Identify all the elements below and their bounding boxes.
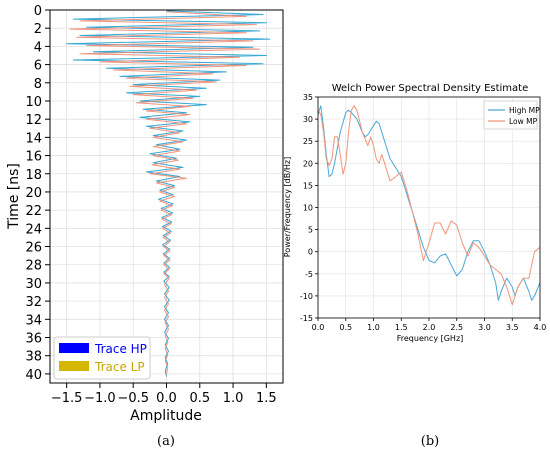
y-tick-label: 0	[34, 4, 42, 19]
y-tick-label: 32	[25, 295, 42, 310]
panel-a-y-axis-label: Time [ns]	[6, 163, 22, 230]
panel-b: Welch Power Spectral Density Estimate 0.…	[283, 83, 546, 449]
panel-a-x-ticks: −1.5 −1.0 −0.5 0.0 0.5 1.0 1.5	[51, 383, 277, 406]
y-tick-label: 34	[25, 313, 42, 328]
y-tick-label: 4	[34, 40, 42, 55]
y-tick-label: 8	[34, 77, 42, 92]
x-tick-label: 3.5	[506, 323, 519, 332]
panel-b-x-ticks: 0.0 0.5 1.0 1.5 2.0 2.5 3.0 3.5 4.0	[312, 318, 547, 332]
x-tick-label: 0.5	[189, 391, 210, 406]
x-tick-label: 3.0	[478, 323, 491, 332]
y-tick-label: 2	[34, 22, 42, 37]
x-tick-label: 1.5	[256, 391, 277, 406]
x-tick-label: −1.5	[51, 391, 83, 406]
x-tick-label: 1.0	[223, 391, 244, 406]
y-tick-label: 5	[308, 226, 313, 235]
legend-frame	[483, 100, 538, 130]
legend-label-high-mp: High MP	[509, 106, 540, 115]
panel-b-y-axis-label: Power/Frequency [dB/Hz]	[283, 157, 292, 257]
x-tick-label: 0.5	[339, 323, 352, 332]
x-tick-label: 4.0	[534, 323, 547, 332]
legend-label-trace-lp: Trace LP	[94, 360, 145, 374]
y-tick-label: 20	[25, 186, 42, 201]
y-tick-label: -15	[300, 314, 313, 323]
y-tick-label: 20	[303, 159, 313, 168]
legend-label-trace-hp: Trace HP	[94, 342, 147, 356]
y-tick-label: 38	[25, 350, 42, 365]
y-tick-label: 0	[308, 248, 313, 257]
y-tick-label: 22	[25, 204, 42, 219]
y-tick-label: 6	[34, 59, 42, 74]
y-tick-label: 16	[25, 150, 42, 165]
y-tick-label: 25	[303, 137, 313, 146]
legend-swatch-trace-lp	[59, 361, 89, 371]
x-tick-label: 1.0	[367, 323, 380, 332]
series-line-low-mp	[317, 105, 541, 306]
x-tick-label: −0.5	[117, 391, 149, 406]
panel-b-series	[317, 105, 541, 306]
y-tick-label: 28	[25, 259, 42, 274]
y-tick-label: 35	[303, 93, 313, 102]
y-tick-label: 14	[25, 131, 42, 146]
series-line-trace-hp	[66, 10, 271, 377]
panel-b-legend: High MP Low MP	[483, 100, 540, 130]
y-tick-label: 10	[25, 95, 42, 110]
legend-swatch-trace-hp	[59, 343, 89, 353]
y-tick-label: 10	[303, 204, 313, 213]
series-line-trace-lp	[69, 11, 261, 374]
y-tick-label: 15	[303, 181, 313, 190]
y-tick-label: 18	[25, 168, 42, 183]
y-tick-label: 12	[25, 113, 42, 128]
y-tick-label: 30	[25, 277, 42, 292]
y-tick-label: -5	[305, 270, 313, 279]
legend-label-low-mp: Low MP	[509, 117, 538, 126]
panel-b-x-axis-label: Frequency [GHz]	[397, 334, 464, 343]
x-tick-label: 0.0	[156, 391, 177, 406]
y-tick-label: 24	[25, 222, 42, 237]
panel-a-x-axis-label: Amplitude	[130, 408, 202, 424]
x-tick-label: 2.5	[450, 323, 463, 332]
panel-b-caption: (b)	[421, 434, 439, 449]
panel-a-legend: Trace HP Trace LP	[53, 336, 151, 380]
x-tick-label: −1.0	[84, 391, 116, 406]
panel-a-caption: (a)	[157, 434, 175, 449]
y-tick-label: 30	[303, 115, 313, 124]
x-tick-label: 1.5	[395, 323, 408, 332]
y-tick-label: -10	[300, 292, 313, 301]
panel-a-series	[66, 10, 271, 377]
y-tick-label: 40	[25, 368, 42, 383]
x-tick-label: 0.0	[312, 323, 325, 332]
panel-a: −1.5 −1.0 −0.5 0.0 0.5 1.0 1.5 024681012141618…	[6, 4, 284, 449]
panel-b-y-ticks: -15 -10 -5 0 5 10 15 20 25 30 35	[300, 93, 318, 323]
y-tick-label: 26	[25, 241, 42, 256]
x-tick-label: 2.0	[423, 323, 436, 332]
y-tick-label: 36	[25, 332, 42, 347]
panel-b-title: Welch Power Spectral Density Estimate	[332, 83, 529, 94]
series-line-high-mp	[317, 105, 541, 301]
